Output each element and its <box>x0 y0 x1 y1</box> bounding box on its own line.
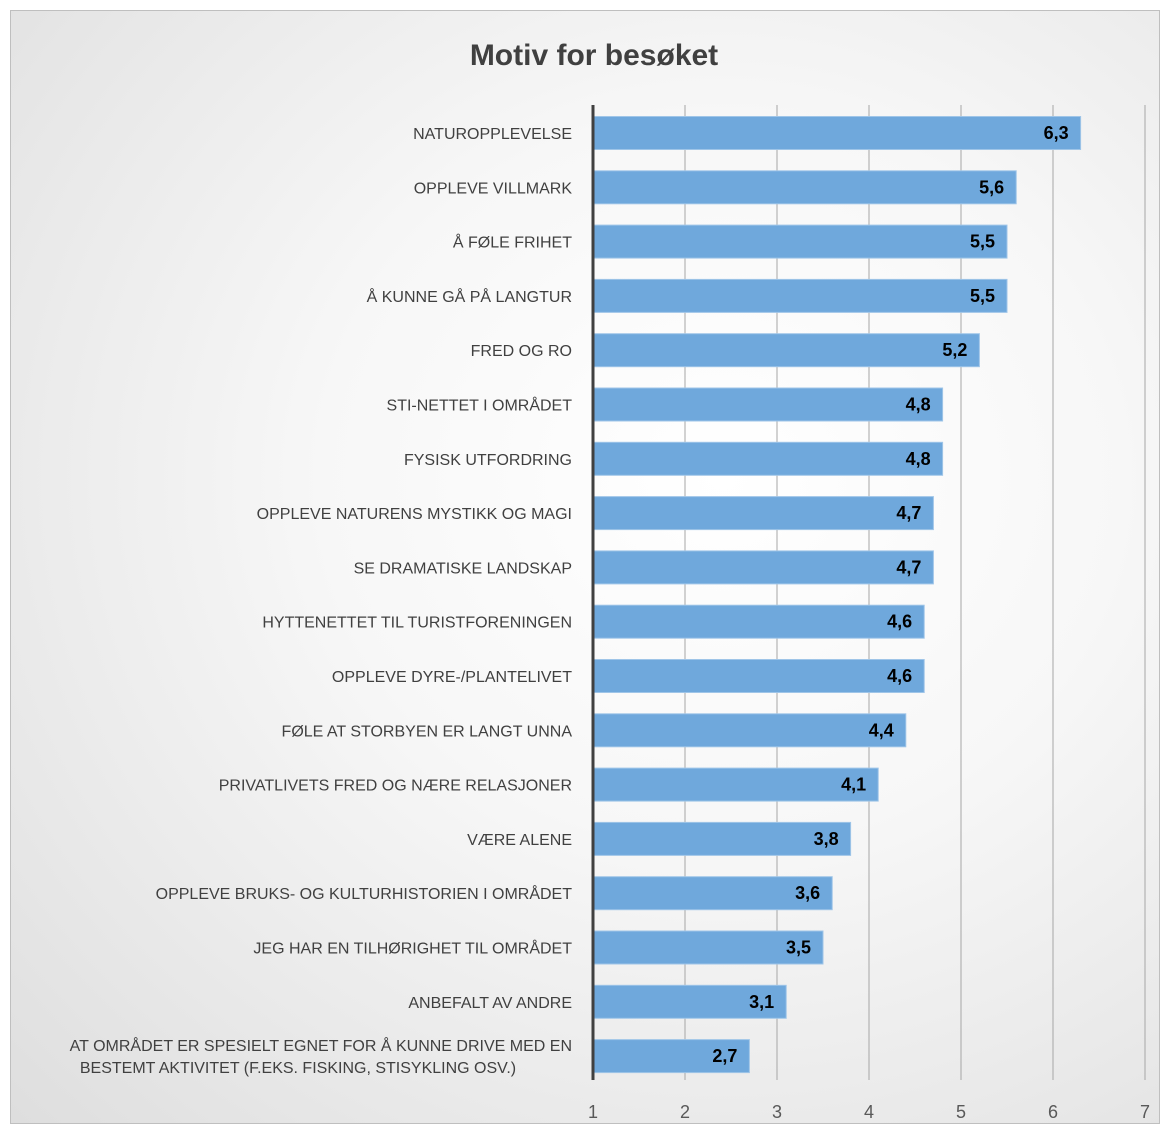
category-label: ANBEFALT AV ANDRE <box>408 995 572 1012</box>
bar <box>592 387 944 422</box>
data-label: 5,5 <box>970 286 995 306</box>
data-label: 4,7 <box>896 557 921 577</box>
data-label: 3,1 <box>749 992 774 1012</box>
category-label: FØLE AT STORBYEN ER LANGT UNNA <box>282 723 573 740</box>
category-label: OPPLEVE BRUKS- OG KULTURHISTORIEN I OMRÅ… <box>156 884 573 903</box>
data-label: 4,1 <box>841 775 866 795</box>
data-label: 4,6 <box>887 612 912 632</box>
x-tick-label: 5 <box>956 1102 966 1122</box>
category-label-line: AT OMRÅDET ER SPESIELT EGNET FOR Å KUNNE… <box>70 1036 572 1055</box>
data-label: 4,8 <box>906 449 931 469</box>
category-label: Å FØLE FRIHET <box>453 233 572 252</box>
category-label: OPPLEVE VILLMARK <box>414 180 573 197</box>
category-label: SE DRAMATISKE LANDSKAP <box>354 560 572 577</box>
data-label: 6,3 <box>1044 123 1069 143</box>
category-label: HYTTENETTET TIL TURISTFORENINGEN <box>262 615 572 632</box>
data-label: 5,2 <box>942 340 967 360</box>
data-label: 3,6 <box>795 883 820 903</box>
bar <box>592 224 1008 259</box>
bar <box>592 441 944 476</box>
bar <box>592 659 925 693</box>
chart-title: Motiv for besøket <box>470 39 718 72</box>
data-label: 2,7 <box>712 1046 737 1066</box>
data-label: 4,8 <box>906 395 931 415</box>
category-label: PRIVATLIVETS FRED OG NÆRE RELASJONER <box>219 778 572 795</box>
category-label: OPPLEVE NATURENS MYSTIKK OG MAGI <box>257 506 572 523</box>
bar <box>592 116 1082 150</box>
category-label: FRED OG RO <box>471 343 572 360</box>
bar <box>592 1039 750 1074</box>
x-tick-label: 4 <box>864 1102 874 1122</box>
data-label: 4,4 <box>869 720 894 740</box>
bar <box>592 550 934 585</box>
bar <box>592 170 1017 205</box>
bars <box>592 116 1082 1074</box>
gridlines <box>684 105 1146 1080</box>
data-label: 3,8 <box>814 829 839 849</box>
bar <box>592 278 1008 313</box>
bar <box>592 496 934 531</box>
bar <box>592 821 852 856</box>
category-label: FYSISK UTFORDRING <box>404 452 572 469</box>
x-tick-label: 3 <box>772 1102 782 1122</box>
bar <box>592 713 907 748</box>
category-label: Å KUNNE GÅ PÅ LANGTUR <box>367 287 572 306</box>
bar <box>592 984 787 1019</box>
labels: 1 2 3 4 5 6 7 6,3 NATUROPPLEVELSE 5,6 OPPLEVE VILL… <box>70 123 1150 1122</box>
category-label: NATUROPPLEVELSE <box>413 126 572 143</box>
x-tick-label: 7 <box>1140 1102 1150 1122</box>
data-label: 5,6 <box>979 177 1004 197</box>
bar <box>592 604 925 639</box>
x-tick-label: 2 <box>680 1102 690 1122</box>
category-label: STI-NETTET I OMRÅDET <box>387 396 573 415</box>
data-label: 3,5 <box>786 938 811 958</box>
category-label: JEG HAR EN TILHØRIGHET TIL OMRÅDET <box>253 939 572 958</box>
bar <box>592 930 824 965</box>
category-label: VÆRE ALENE <box>467 832 572 849</box>
data-label: 4,6 <box>887 666 912 686</box>
data-label: 4,7 <box>896 503 921 523</box>
category-label: OPPLEVE DYRE-/PLANTELIVET <box>332 669 572 686</box>
category-label: AT OMRÅDET ER SPESIELT EGNET FOR Å KUNNE… <box>70 1036 572 1077</box>
bar <box>592 333 980 368</box>
bar <box>592 767 879 802</box>
x-tick-label: 6 <box>1048 1102 1058 1122</box>
category-label-line: BESTEMT AKTIVITET (F.EKS. FISKING, STISY… <box>80 1060 516 1077</box>
x-tick-label: 1 <box>588 1102 598 1122</box>
data-label: 5,5 <box>970 232 995 252</box>
